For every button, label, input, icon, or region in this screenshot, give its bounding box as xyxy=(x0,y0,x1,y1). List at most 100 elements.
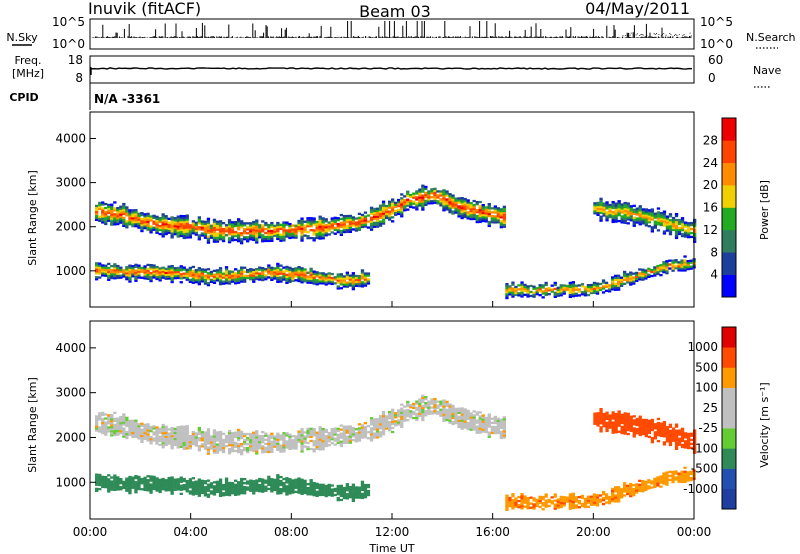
velocity-cell xyxy=(330,442,334,445)
power-cell xyxy=(647,217,651,220)
power-cell xyxy=(644,222,648,225)
power-cell xyxy=(318,223,322,226)
power-cell xyxy=(164,225,168,228)
velocity-cell xyxy=(191,487,195,490)
velocity-cell xyxy=(297,483,301,486)
velocity-cell xyxy=(267,483,271,487)
power-cell xyxy=(484,208,488,211)
power-cell xyxy=(662,224,667,227)
power-cell xyxy=(381,200,386,203)
velocity-cell xyxy=(158,443,162,446)
power-cell xyxy=(375,225,380,228)
velocity-cell xyxy=(333,433,337,436)
power-cell xyxy=(258,268,262,271)
velocity-cell xyxy=(599,412,603,415)
power-cell xyxy=(653,214,657,217)
velocity-cell xyxy=(243,432,247,436)
velocity-cell xyxy=(351,433,355,436)
velocity-cell xyxy=(170,476,174,479)
power-cell xyxy=(351,288,355,291)
velocity-cell xyxy=(318,483,322,486)
velocity-cell xyxy=(493,415,497,419)
power-cell xyxy=(143,267,147,270)
velocity-cell xyxy=(614,496,618,499)
velocity-cell xyxy=(158,484,162,488)
velocity-cell xyxy=(601,493,606,496)
power-cell xyxy=(324,275,328,278)
power-cell xyxy=(318,233,322,236)
velocity-cell xyxy=(520,505,524,508)
power-cell xyxy=(140,266,144,269)
velocity-cell xyxy=(391,418,395,422)
power-cell xyxy=(188,232,192,235)
power-cell xyxy=(424,201,428,204)
power-cell xyxy=(276,266,280,270)
power-cell xyxy=(385,214,389,218)
velocity-cell xyxy=(614,431,618,434)
power-cell xyxy=(243,228,247,231)
velocity-cell xyxy=(626,412,630,415)
power-cell xyxy=(227,227,232,230)
velocity-cell xyxy=(378,433,383,436)
velocity-cell xyxy=(200,433,204,436)
velocity-cell xyxy=(375,420,380,423)
velocity-cell xyxy=(635,485,639,488)
power-cell xyxy=(203,234,208,237)
power-cell xyxy=(110,217,114,220)
power-cell xyxy=(282,239,286,242)
power-cell xyxy=(602,204,606,207)
velocity-cell xyxy=(484,424,488,428)
velocity-cell xyxy=(234,443,238,446)
power-cell xyxy=(478,206,482,210)
velocity-cell xyxy=(197,437,201,440)
power-cell xyxy=(107,217,111,220)
velocity-cell xyxy=(212,433,217,436)
velocity-cell xyxy=(478,419,482,422)
power-cell xyxy=(439,204,443,207)
velocity-cell xyxy=(146,483,150,486)
power-cell xyxy=(276,221,280,225)
power-cell xyxy=(221,282,226,285)
power-cell xyxy=(412,200,416,203)
power-cell xyxy=(315,275,319,278)
power-cell xyxy=(179,226,183,230)
velocity-cell xyxy=(599,430,603,433)
power-cell xyxy=(641,274,645,277)
velocity-cell xyxy=(363,422,368,425)
power-cell xyxy=(481,215,485,219)
power-cell xyxy=(303,224,307,227)
power-cell xyxy=(137,224,141,227)
velocity-cell xyxy=(595,498,600,501)
velocity-cell xyxy=(182,477,186,481)
power-cell xyxy=(668,221,673,224)
velocity-cell xyxy=(460,407,464,410)
power-cell xyxy=(451,204,455,207)
power-cell xyxy=(559,286,563,289)
power-cell xyxy=(592,285,597,289)
velocity-cell xyxy=(354,490,359,493)
velocity-cell xyxy=(418,404,422,407)
velocity-cell xyxy=(656,482,660,485)
velocity-cell xyxy=(143,425,147,428)
velocity-cell xyxy=(327,440,331,443)
velocity-cell xyxy=(306,483,310,486)
power-cell xyxy=(397,204,401,208)
velocity-cell xyxy=(107,482,111,485)
power-cell xyxy=(617,214,621,217)
velocity-cell xyxy=(463,420,467,423)
velocity-cell xyxy=(119,422,123,425)
power-cell xyxy=(297,277,301,281)
power-cell xyxy=(255,219,259,222)
power-cell xyxy=(342,285,346,288)
velocity-cell xyxy=(185,443,189,446)
power-cell xyxy=(152,266,156,269)
power-cell xyxy=(116,209,120,212)
velocity-cell xyxy=(472,428,476,431)
power-cell xyxy=(116,274,120,278)
velocity-cell xyxy=(641,428,645,432)
velocity-cell xyxy=(574,496,578,499)
velocity-cell xyxy=(683,436,688,439)
velocity-cell xyxy=(511,499,515,502)
velocity-cell xyxy=(602,423,606,426)
velocity-cell xyxy=(442,413,446,416)
